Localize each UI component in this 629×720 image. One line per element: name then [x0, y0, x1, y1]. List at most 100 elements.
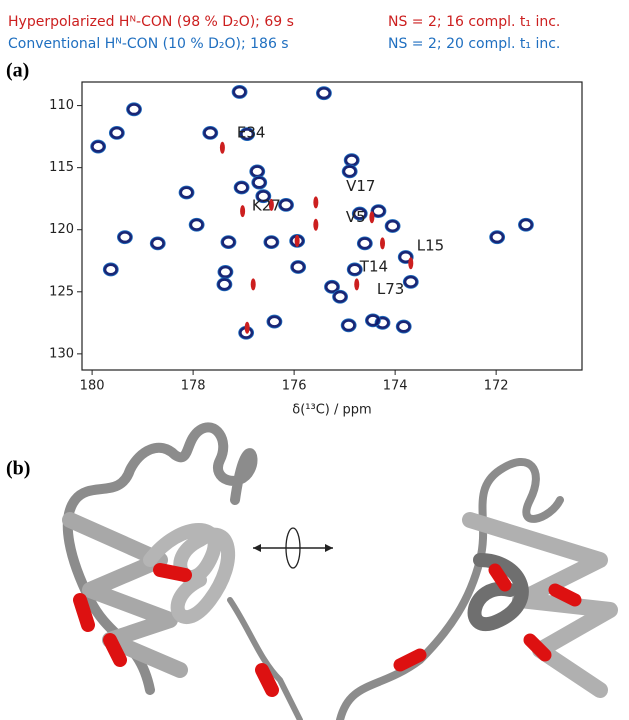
y-tick-label: 115	[49, 160, 74, 175]
peak	[150, 236, 166, 250]
peak	[403, 275, 419, 289]
legend-note: NS = 2; 16 compl. t₁ inc.	[388, 14, 560, 30]
peak-label: V5	[346, 208, 366, 226]
protein-right	[336, 458, 618, 720]
peak-outline	[332, 289, 348, 304]
y-tick-label: 120	[49, 222, 74, 237]
peak-outline	[126, 102, 142, 117]
peak-outline	[374, 315, 391, 330]
peak	[90, 140, 106, 154]
peak-outline	[255, 189, 272, 204]
peak-outline	[102, 262, 119, 277]
peak-outline	[149, 236, 166, 251]
x-tick-label: 180	[80, 379, 105, 394]
peak-outline	[402, 274, 419, 289]
peak	[365, 313, 381, 327]
peak	[179, 185, 195, 199]
peak	[342, 164, 358, 178]
peak	[220, 235, 236, 249]
peak	[189, 218, 205, 232]
peak-outline	[239, 127, 256, 142]
peak	[370, 204, 386, 218]
peak	[396, 320, 412, 334]
peak-outline	[90, 139, 107, 154]
peak	[234, 181, 250, 195]
peak	[489, 230, 505, 244]
peak-outline	[216, 277, 233, 292]
peak-outline	[251, 175, 268, 190]
peak-outline	[384, 219, 401, 233]
peak-outline	[365, 313, 381, 328]
peak	[216, 277, 232, 291]
panel-label: (b)	[6, 458, 30, 480]
peak	[332, 290, 348, 304]
peak-outline	[324, 279, 340, 294]
peak	[249, 164, 265, 178]
y-tick-label: 130	[49, 346, 74, 361]
peak	[268, 198, 274, 211]
peak-outline	[117, 230, 133, 245]
peak-outline	[346, 262, 363, 277]
x-tick-label: 178	[181, 379, 206, 394]
peak-label: E34	[237, 123, 266, 141]
plot-frame	[81, 81, 583, 371]
peak	[251, 176, 267, 190]
peak-label: K27	[252, 197, 281, 215]
peak-label: V17	[346, 177, 375, 195]
peak-outline	[395, 319, 412, 334]
peak-outline	[289, 233, 306, 248]
peak-outline	[220, 235, 237, 250]
peak-outline	[178, 185, 195, 200]
peak	[239, 127, 255, 141]
peak-outline	[233, 180, 250, 195]
peak	[408, 257, 414, 270]
x-tick-label: 172	[484, 379, 509, 394]
x-tick-label: 174	[383, 379, 408, 394]
peak	[357, 236, 373, 250]
peak	[294, 234, 300, 247]
peak-outline	[356, 236, 373, 251]
peak	[103, 262, 119, 276]
peak-outline	[489, 230, 506, 245]
peak	[352, 207, 368, 221]
peak	[380, 237, 386, 250]
peak-outline	[108, 125, 125, 140]
peak	[240, 205, 246, 218]
peak	[344, 153, 360, 167]
peak-outline	[341, 164, 358, 179]
peak	[232, 85, 248, 99]
peak	[324, 280, 340, 294]
peak-outline	[266, 314, 283, 329]
peak	[313, 218, 319, 231]
peak	[316, 86, 332, 100]
peak-outline	[351, 206, 368, 221]
legend-entry: Conventional Hᴺ-CON (10 % D₂O); 186 s	[8, 36, 289, 52]
panel-label: (a)	[6, 60, 29, 82]
peak	[109, 126, 125, 140]
peak	[126, 102, 142, 116]
y-tick-label: 125	[49, 284, 74, 299]
peak-outline	[340, 318, 357, 333]
peak-outline	[290, 260, 307, 274]
peak	[117, 230, 133, 244]
x-tick-label: 176	[282, 379, 307, 394]
rotation-symbol	[253, 527, 333, 569]
peak	[217, 265, 233, 279]
peak	[398, 250, 414, 264]
peak-outline	[231, 85, 248, 99]
peak-outline	[397, 250, 414, 264]
peak	[313, 196, 319, 209]
peak-label: L15	[417, 236, 444, 254]
peak	[290, 260, 306, 274]
peak	[278, 198, 294, 212]
peak	[369, 211, 375, 224]
protein-left	[62, 422, 303, 720]
peak-outline	[263, 235, 280, 250]
peak-outline	[370, 204, 387, 219]
peak	[347, 262, 363, 276]
peak	[341, 318, 357, 332]
peak	[385, 219, 401, 233]
peak-outline	[278, 197, 294, 212]
peak-outline	[202, 125, 219, 140]
